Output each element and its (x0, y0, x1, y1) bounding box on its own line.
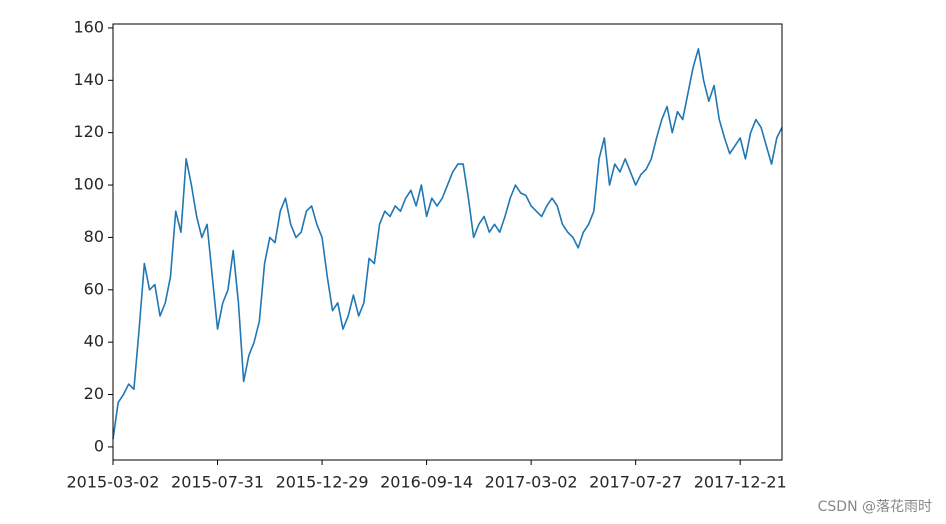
x-tick-label: 2015-12-29 (276, 473, 369, 492)
y-tick-label: 140 (73, 70, 104, 89)
y-tick-label: 80 (84, 227, 104, 246)
y-tick-label: 160 (73, 17, 104, 36)
y-tick-label: 20 (84, 384, 104, 403)
y-tick-label: 60 (84, 279, 104, 298)
x-tick-label: 2015-07-31 (171, 473, 264, 492)
y-tick-label: 40 (84, 332, 104, 351)
x-tick-label: 2016-09-14 (380, 473, 473, 492)
x-tick-label: 2017-12-21 (694, 473, 787, 492)
y-tick-label: 0 (94, 436, 104, 455)
watermark: CSDN @落花雨时 (818, 499, 932, 515)
x-tick-label: 2017-07-27 (589, 473, 682, 492)
line (112, 48, 783, 440)
y-tick-label: 120 (73, 122, 104, 141)
y-tick-label: 100 (73, 175, 104, 194)
plot-frame (112, 23, 783, 461)
x-tick-label: 2015-03-02 (67, 473, 160, 492)
x-tick-label: 2017-03-02 (485, 473, 578, 492)
